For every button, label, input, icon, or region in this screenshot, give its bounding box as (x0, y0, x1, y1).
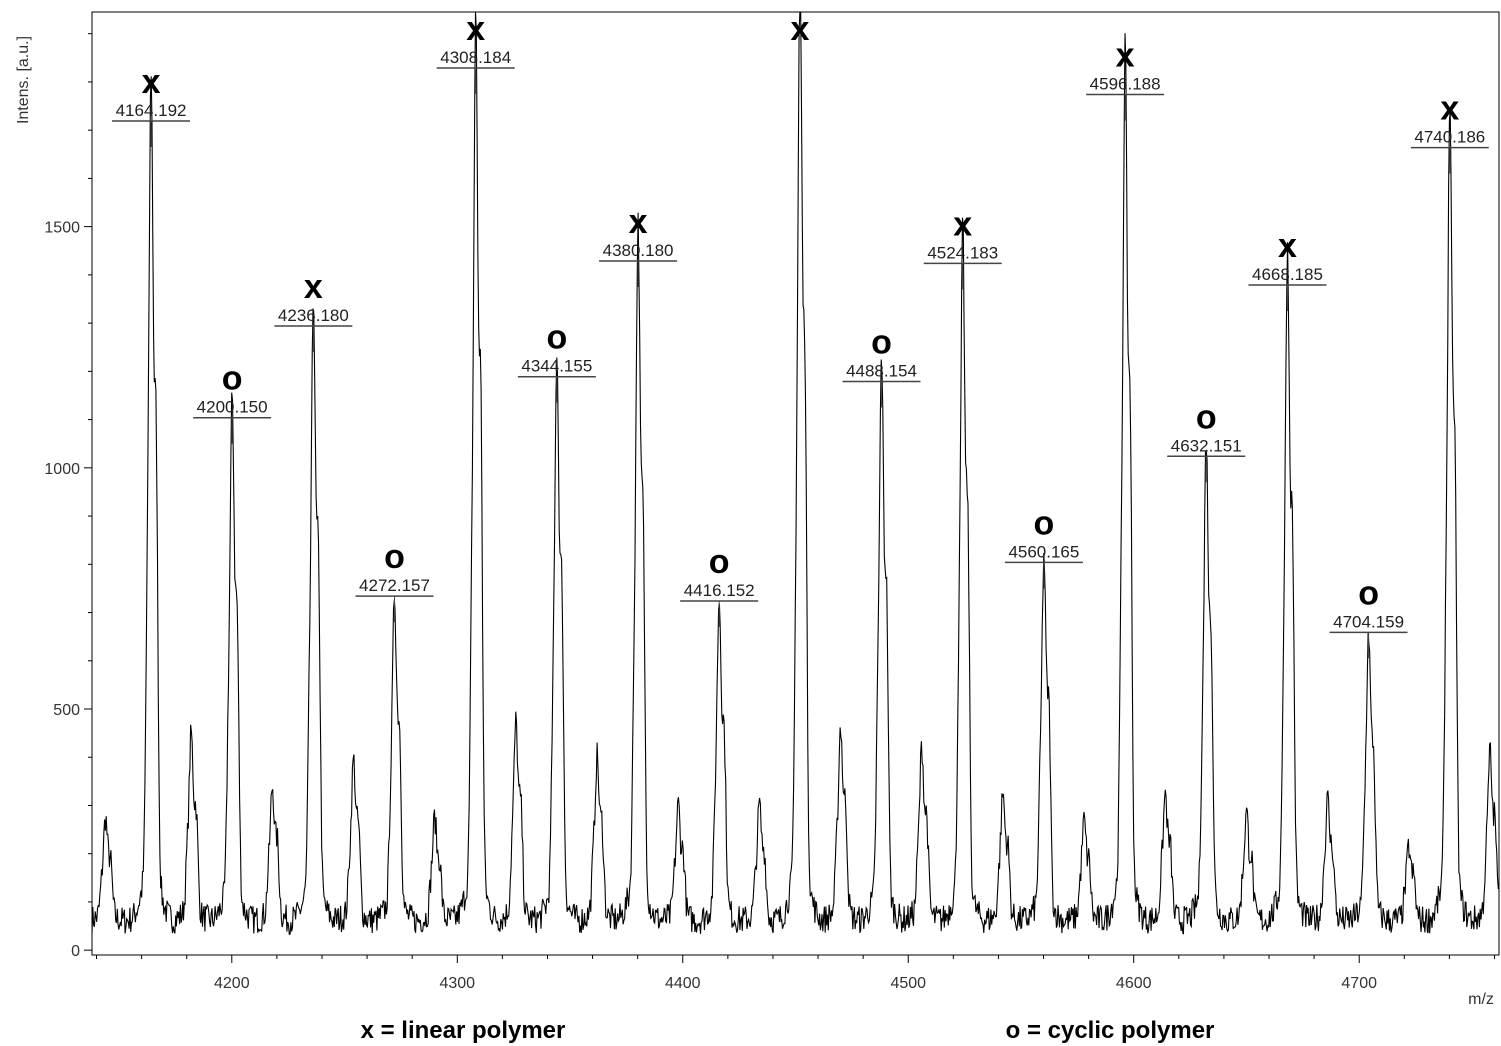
linear-polymer-marker: x (791, 10, 810, 48)
peak-mz-label: 4236.180 (278, 306, 349, 325)
plot-frame (91, 11, 1500, 956)
cyclic-polymer-marker: o (709, 543, 730, 581)
x-tick-label: 4700 (1341, 975, 1377, 992)
y-tick-label: 1500 (44, 220, 80, 237)
linear-polymer-marker: x (142, 63, 161, 101)
peak-mz-label: 4740.186 (1414, 128, 1485, 147)
x-axis-title: m/z (1468, 991, 1494, 1008)
cyclic-polymer-marker: o (1196, 398, 1217, 436)
cyclic-polymer-marker: o (1034, 504, 1055, 542)
linear-polymer-marker: x (1116, 37, 1135, 75)
cyclic-polymer-marker: o (1358, 574, 1379, 612)
cyclic-polymer-marker: o (222, 360, 243, 398)
peak-mz-label: 4596.188 (1090, 75, 1161, 94)
legend-linear-polymer: x = linear polymer (361, 1017, 566, 1044)
x-tick-label: 4400 (665, 975, 701, 992)
legend-cyclic-polymer: o = cyclic polymer (1006, 1017, 1215, 1044)
linear-polymer-marker: x (1440, 90, 1459, 128)
y-tick-label: 500 (53, 702, 80, 719)
peak-mz-label: 4344.155 (521, 357, 592, 376)
x-tick-label: 4500 (890, 975, 926, 992)
linear-polymer-marker: x (1278, 227, 1297, 265)
plot-area: 0 500 1000 1500 4200 4300 4400 4500 4600 4700 4164… (44, 10, 1500, 992)
peak-mz-label: 4632.151 (1171, 436, 1242, 455)
peak-mz-label: 4308.184 (440, 48, 511, 67)
x-tick-label: 4600 (1116, 975, 1152, 992)
x-tick-label: 4300 (439, 975, 475, 992)
peak-mz-label: 4524.183 (927, 243, 998, 262)
peak-mz-label: 4200.150 (197, 398, 268, 417)
cyclic-polymer-marker: o (384, 538, 405, 576)
x-tick-label: 4200 (214, 975, 250, 992)
spectrum-trace (91, 11, 1499, 935)
peak-mz-label: 4164.192 (116, 101, 187, 120)
peak-mz-label: 4488.154 (846, 362, 917, 381)
peak-mz-label: 4380.180 (603, 241, 674, 260)
y-tick-label: 0 (71, 943, 80, 960)
y-axis-title: Intens. [a.u.] (15, 36, 32, 124)
peak-mz-label: 4272.157 (359, 576, 430, 595)
linear-polymer-marker: x (629, 203, 648, 241)
cyclic-polymer-marker: o (546, 319, 567, 357)
cyclic-polymer-marker: o (871, 324, 892, 362)
linear-polymer-marker: x (953, 205, 972, 243)
linear-polymer-marker: x (466, 10, 485, 48)
peak-mz-label: 4704.159 (1333, 612, 1404, 631)
linear-polymer-marker: x (304, 268, 323, 306)
y-tick-label: 1000 (44, 461, 80, 478)
peak-mz-label: 4560.165 (1008, 542, 1079, 561)
peak-mz-label: 4668.185 (1252, 265, 1323, 284)
peak-mz-label: 4416.152 (684, 581, 755, 600)
